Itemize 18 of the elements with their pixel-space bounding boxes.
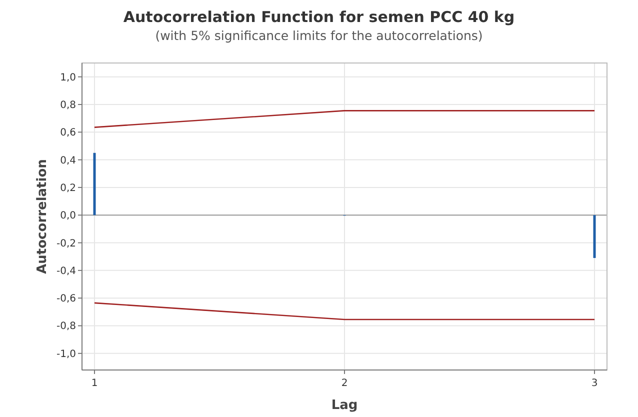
x-axis-title: Lag: [331, 398, 358, 413]
chart-subtitle: (with 5% significance limits for the autocorrelations): [155, 28, 483, 43]
y-tick-label: -0,2: [56, 238, 76, 250]
x-tick-label: 1: [91, 378, 98, 389]
chart-title: Autocorrelation Function for semen PCC 40 kg: [123, 8, 515, 26]
y-tick-label: -0,4: [56, 266, 76, 277]
y-tick-label: 1,0: [60, 72, 76, 84]
y-tick-label: -0,8: [56, 321, 76, 332]
y-tick-label: 0,4: [60, 155, 76, 166]
y-tick-label: 0,6: [60, 128, 76, 139]
x-tick-label: 2: [341, 378, 348, 389]
y-tick-label: 0,0: [60, 210, 76, 222]
y-tick-label: -0,6: [56, 294, 76, 305]
y-tick-label: 0,2: [60, 182, 76, 194]
x-tick-label: 3: [591, 378, 598, 389]
y-tick-label: 0,8: [60, 100, 76, 111]
y-tick-label: -1,0: [56, 348, 76, 360]
y-axis-title: Autocorrelation: [35, 159, 50, 274]
